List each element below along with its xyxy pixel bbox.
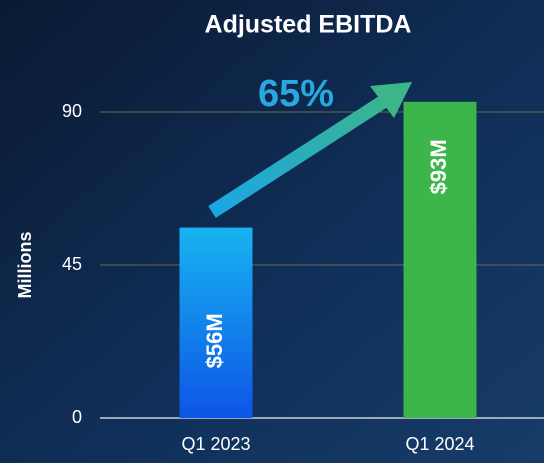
y-tick-label: 0 <box>72 407 82 427</box>
value-label: $93M <box>426 139 451 194</box>
x-tick-label: Q1 2024 <box>405 434 474 454</box>
bar <box>179 227 253 418</box>
y-tick-label: 90 <box>62 101 82 121</box>
y-tick-label: 45 <box>62 254 82 274</box>
y-axis-label: Millions <box>15 232 35 299</box>
bar <box>403 101 477 419</box>
chart-title: Adjusted EBITDA <box>205 11 412 39</box>
arrow-head <box>370 82 412 118</box>
annotation: 65% <box>258 73 334 115</box>
arrow-shaft <box>208 90 396 218</box>
x-tick-label: Q1 2023 <box>181 434 250 454</box>
plot-area: 0 45 90 Q1 2023 $56M Q1 2024 $93M <box>62 101 544 454</box>
value-label: $56M <box>202 313 227 368</box>
